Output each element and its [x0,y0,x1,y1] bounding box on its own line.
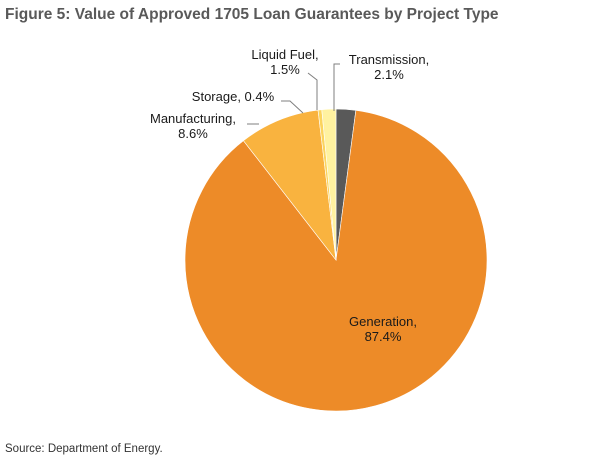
leader-line-liquid-fuel [307,72,318,110]
leader-lines [247,63,340,125]
slice-labels: Transmission, 2.1% Generation, 87.4% Manufac… [150,47,429,344]
slice-label-manufacturing: Manufacturing, 8.6% [150,111,236,141]
leader-line-storage [281,100,304,114]
slice-label-liquid-fuel: Liquid Fuel, 1.5% [251,47,318,77]
pie-slices [184,108,488,412]
leader-line-transmission [333,63,340,111]
slice-label-storage: Storage, 0.4% [192,89,275,104]
figure-title: Figure 5: Value of Approved 1705 Loan Gu… [5,6,499,23]
slice-label-transmission: Transmission, 2.1% [349,52,429,82]
pie-slice-generation [184,109,488,412]
pie-slice-liquid-fuel [321,108,337,261]
source-note: Source: Department of Energy. [5,443,163,455]
slice-label-generation: Generation, 87.4% [349,314,417,344]
